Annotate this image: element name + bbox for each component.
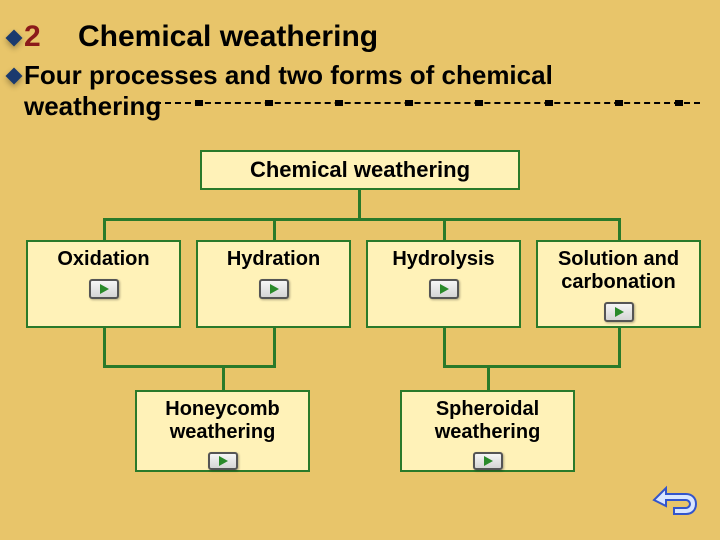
connector (103, 218, 106, 240)
process-box-oxidation: Oxidation (26, 240, 181, 328)
play-button[interactable] (208, 452, 238, 470)
play-button[interactable] (604, 302, 634, 322)
process-label: Solution and carbonation (538, 248, 699, 294)
connector (273, 328, 276, 365)
connector (618, 218, 621, 240)
diagram-root-box: Chemical weathering (200, 150, 520, 190)
form-box-honeycomb: Honeycomb weathering (135, 390, 310, 472)
connector (103, 218, 621, 221)
connector (222, 365, 225, 390)
process-box-hydrolysis: Hydrolysis (366, 240, 521, 328)
process-label: Hydrolysis (392, 248, 494, 271)
form-box-spheroidal: Spheroidal weathering (400, 390, 575, 472)
page-subtitle: Four processes and two forms of chemical… (24, 60, 664, 122)
connector (443, 365, 621, 368)
connector (443, 328, 446, 365)
connector (618, 328, 621, 365)
decorative-dashed-line (155, 102, 700, 104)
connector (358, 190, 361, 218)
process-box-hydration: Hydration (196, 240, 351, 328)
page-title: Chemical weathering (78, 20, 378, 54)
play-button[interactable] (89, 279, 119, 299)
play-button[interactable] (259, 279, 289, 299)
connector (103, 328, 106, 365)
form-label: Spheroidal weathering (402, 398, 573, 444)
form-label: Honeycomb weathering (137, 398, 308, 444)
process-label: Hydration (227, 248, 320, 271)
bullet-icon (6, 68, 23, 85)
play-button[interactable] (473, 452, 503, 470)
section-number: 2 (24, 20, 41, 54)
connector (103, 365, 276, 368)
root-label: Chemical weathering (250, 157, 470, 183)
back-button[interactable] (644, 480, 700, 520)
connector (273, 218, 276, 240)
process-label: Oxidation (57, 248, 149, 271)
process-box-solution: Solution and carbonation (536, 240, 701, 328)
bullet-icon (6, 30, 23, 47)
connector (443, 218, 446, 240)
connector (487, 365, 490, 390)
play-button[interactable] (429, 279, 459, 299)
